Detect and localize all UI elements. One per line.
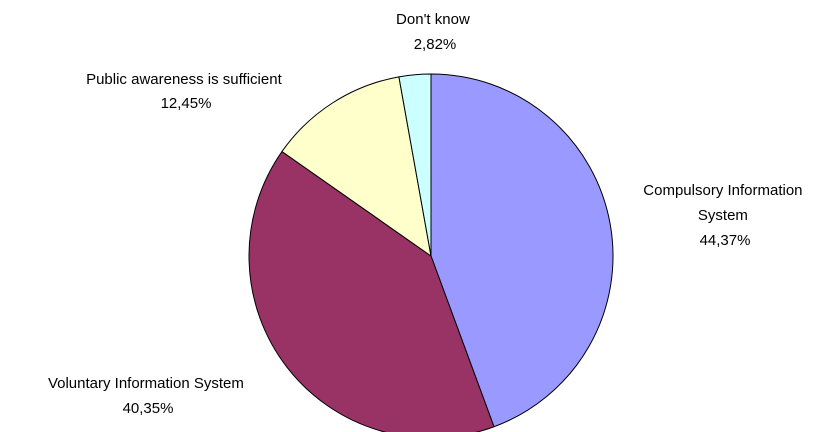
- pie-slice-dont-know: [398, 73, 432, 257]
- slice-value-compulsory: 44,37%: [700, 232, 751, 249]
- pie-slice-compulsory: [430, 73, 614, 428]
- pie-slices: [248, 73, 614, 432]
- slice-label-voluntary-line-1: Voluntary Information System: [48, 375, 244, 392]
- slice-label-compulsory-line-2: System: [698, 207, 748, 224]
- slice-label-dont-know: Don't know 2,82%: [396, 11, 474, 53]
- slice-label-public-awareness: Public awareness is sufficient 12,45%: [86, 71, 286, 112]
- slice-label-public-awareness-line-1: Public awareness is sufficient: [86, 71, 282, 88]
- slice-label-compulsory-line-1: Compulsory Information: [643, 182, 802, 199]
- slice-label-dont-know-line-1: Don't know: [396, 11, 470, 28]
- slice-value-public-awareness: 12,45%: [161, 95, 212, 112]
- pie-slice-public-awareness: [281, 76, 432, 258]
- pie-slice-voluntary: [248, 150, 495, 432]
- slice-label-compulsory: Compulsory Information System 44,37%: [643, 182, 806, 249]
- slice-value-voluntary: 40,35%: [123, 400, 174, 417]
- slice-value-dont-know: 2,82%: [414, 36, 457, 53]
- slice-label-voluntary: Voluntary Information System 40,35%: [48, 375, 248, 417]
